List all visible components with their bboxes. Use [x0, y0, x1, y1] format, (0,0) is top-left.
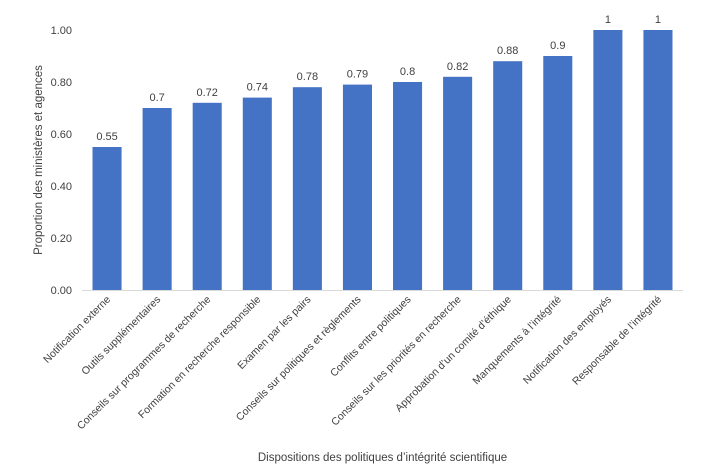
bar: [242, 97, 272, 290]
data-label: 0.88: [497, 45, 518, 57]
y-axis-ticks: 0.00 0.20 0.40 0.60 0.80 1.00: [51, 25, 72, 297]
bar: [493, 61, 523, 291]
y-tick-label: 0.00: [51, 285, 72, 297]
bar: [142, 108, 172, 290]
data-label: 0.74: [247, 82, 268, 94]
y-tick-label: 1.00: [51, 25, 72, 37]
bar: [92, 147, 122, 290]
data-label: 0.78: [297, 71, 318, 83]
bar: [643, 30, 673, 290]
x-tick-label: Conflits entre politiques: [328, 294, 414, 380]
data-label: 0.72: [196, 87, 217, 99]
x-tick-label: Manquements à l’intégrité: [470, 294, 564, 388]
x-tick-label: Notification des employés: [521, 294, 614, 387]
y-tick-label: 0.40: [51, 181, 72, 193]
bar: [443, 76, 473, 290]
bar: [192, 102, 222, 290]
data-label: 1: [655, 14, 661, 26]
data-label: 0.79: [347, 69, 368, 81]
y-tick-label: 0.60: [51, 129, 72, 141]
bar: [292, 87, 322, 290]
data-label: 0.7: [149, 92, 164, 104]
data-label: 0.9: [550, 40, 565, 52]
data-label: 0.8: [400, 66, 415, 78]
data-label: 1: [605, 14, 611, 26]
bar: [593, 30, 623, 290]
y-axis-title: Proportion des ministères et agences: [33, 65, 45, 255]
data-labels-group: 0.55 0.7 0.72 0.74 0.78 0.79 0.8 0.82 0.88 0.9 1 1: [96, 14, 661, 143]
bar: [393, 82, 423, 290]
x-tick-label: Responsable de l’intégrité: [570, 294, 664, 388]
bars-group: [92, 30, 673, 291]
x-axis-title: Dispositions des politiques d’intégrité …: [258, 452, 507, 464]
bar: [342, 84, 372, 290]
y-tick-label: 0.80: [51, 77, 72, 89]
data-label: 0.55: [96, 131, 117, 143]
data-label: 0.82: [447, 61, 468, 73]
bar: [543, 56, 573, 290]
y-tick-label: 0.20: [51, 233, 72, 245]
